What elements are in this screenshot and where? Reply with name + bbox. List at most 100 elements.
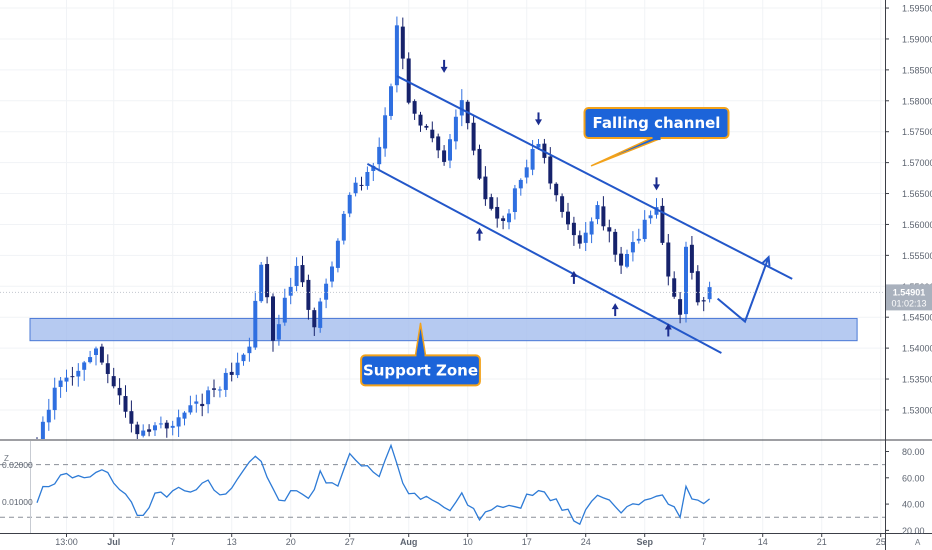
candle-body[interactable]: [571, 222, 576, 236]
candle-body[interactable]: [436, 136, 441, 151]
candle-body[interactable]: [548, 156, 553, 184]
candle[interactable]: [46, 398, 51, 431]
candle-body[interactable]: [630, 242, 635, 253]
candle-body[interactable]: [58, 380, 63, 387]
candle-body[interactable]: [601, 206, 606, 227]
candle[interactable]: [306, 274, 311, 320]
candle[interactable]: [577, 230, 582, 249]
candle[interactable]: [412, 99, 417, 120]
channel-upper-line[interactable]: [396, 75, 793, 280]
candle[interactable]: [176, 409, 181, 438]
candle[interactable]: [566, 202, 570, 231]
candle-body[interactable]: [253, 300, 258, 348]
candle-body[interactable]: [235, 362, 240, 376]
projection-line[interactable]: [716, 256, 770, 324]
candle-body[interactable]: [117, 387, 122, 396]
candle-body[interactable]: [501, 218, 506, 221]
candle-body[interactable]: [418, 114, 423, 126]
candle[interactable]: [383, 107, 388, 157]
candle[interactable]: [453, 109, 458, 150]
candle[interactable]: [554, 182, 559, 202]
candle[interactable]: [436, 133, 441, 159]
candle[interactable]: [648, 210, 653, 224]
candle-body[interactable]: [359, 184, 364, 186]
channel-lower-line[interactable]: [366, 162, 722, 354]
candle[interactable]: [483, 166, 488, 206]
candle[interactable]: [324, 278, 329, 309]
candle-body[interactable]: [200, 403, 205, 407]
candle-body[interactable]: [70, 376, 75, 378]
candle[interactable]: [701, 296, 706, 312]
candle[interactable]: [141, 424, 146, 438]
candle-body[interactable]: [636, 238, 641, 241]
falling-channel[interactable]: [366, 75, 793, 354]
candle[interactable]: [660, 198, 665, 246]
candle-body[interactable]: [335, 240, 340, 268]
candle-body[interactable]: [141, 430, 146, 436]
candle-body[interactable]: [672, 278, 677, 297]
candle-body[interactable]: [88, 357, 93, 363]
candle-body[interactable]: [625, 254, 629, 267]
candle-body[interactable]: [276, 324, 281, 340]
candle-body[interactable]: [483, 176, 488, 200]
candle-body[interactable]: [158, 423, 163, 425]
candle[interactable]: [235, 352, 240, 379]
candle[interactable]: [471, 116, 476, 156]
candle[interactable]: [247, 337, 252, 362]
candle[interactable]: [518, 178, 523, 196]
candle-body[interactable]: [330, 266, 334, 282]
candle[interactable]: [52, 377, 57, 420]
candle-body[interactable]: [430, 129, 435, 139]
candle-body[interactable]: [259, 264, 264, 302]
candle[interactable]: [288, 277, 293, 305]
candle[interactable]: [58, 376, 63, 398]
candles[interactable]: [35, 16, 712, 452]
candle-body[interactable]: [135, 424, 140, 435]
candle[interactable]: [442, 145, 447, 166]
candle[interactable]: [318, 297, 323, 333]
candle[interactable]: [389, 83, 393, 120]
support-zone[interactable]: [29, 317, 858, 342]
candle[interactable]: [294, 257, 299, 292]
candle-body[interactable]: [194, 401, 199, 404]
candle-body[interactable]: [353, 182, 358, 194]
candle[interactable]: [40, 416, 45, 451]
projection-path[interactable]: [716, 255, 771, 324]
candle-body[interactable]: [689, 244, 694, 273]
candle-body[interactable]: [147, 429, 152, 432]
candle-body[interactable]: [442, 150, 447, 162]
candle[interactable]: [194, 394, 199, 413]
candle[interactable]: [76, 363, 81, 387]
candle[interactable]: [571, 216, 576, 246]
candle-body[interactable]: [94, 348, 98, 355]
candle-body[interactable]: [577, 235, 582, 244]
candle-body[interactable]: [695, 271, 700, 303]
candle-body[interactable]: [46, 409, 51, 423]
candle-body[interactable]: [400, 26, 405, 59]
candle-body[interactable]: [76, 370, 81, 377]
candle[interactable]: [170, 420, 175, 436]
candle[interactable]: [365, 166, 370, 190]
candle[interactable]: [335, 238, 340, 273]
candle-body[interactable]: [536, 143, 541, 148]
candle-body[interactable]: [389, 86, 393, 116]
candle[interactable]: [684, 241, 688, 323]
candle-body[interactable]: [471, 122, 476, 151]
candle-body[interactable]: [613, 231, 618, 255]
candle[interactable]: [312, 307, 317, 336]
candle[interactable]: [206, 386, 211, 414]
candle-body[interactable]: [459, 100, 464, 116]
candle-body[interactable]: [406, 58, 411, 103]
candle-body[interactable]: [341, 213, 346, 241]
candle[interactable]: [82, 360, 87, 381]
candle-body[interactable]: [654, 207, 659, 215]
candle[interactable]: [400, 17, 405, 70]
candle-body[interactable]: [666, 242, 671, 277]
candle-body[interactable]: [365, 172, 370, 186]
candle-body[interactable]: [371, 165, 376, 171]
candle[interactable]: [642, 210, 647, 242]
candle[interactable]: [223, 368, 228, 397]
candle[interactable]: [560, 193, 565, 218]
candle[interactable]: [212, 379, 216, 398]
